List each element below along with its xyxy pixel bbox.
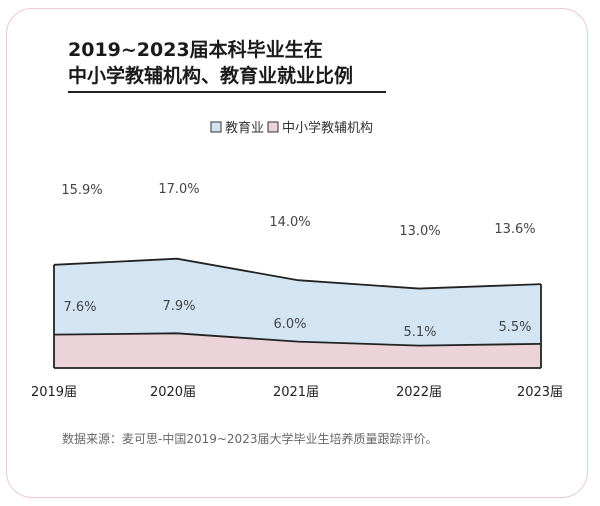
chart-card <box>6 8 588 498</box>
x-tick-label: 2019届 <box>31 385 77 400</box>
value-label-education: 15.9% <box>61 183 102 198</box>
x-axis-ticks: 2019届 2020届 2021届 2022届 2023届 <box>31 385 563 400</box>
chart-areas <box>53 257 542 369</box>
x-tick-label: 2020届 <box>150 385 196 400</box>
area-education <box>54 258 541 346</box>
value-label-education: 13.6% <box>494 222 535 237</box>
value-label-education: 14.0% <box>269 215 310 230</box>
legend-label-tutoring: 中小学教辅机构 <box>282 120 373 136</box>
value-label-tutoring: 7.9% <box>162 299 195 314</box>
value-label-tutoring: 7.6% <box>63 300 96 315</box>
value-label-tutoring: 5.5% <box>498 320 531 335</box>
legend-swatch-education <box>210 121 222 133</box>
legend-label-education: 教育业 <box>225 120 264 136</box>
value-labels: 15.9% 17.0% 14.0% 13.0% 13.6% 7.6% 7.9% 6.0% 5.1… <box>61 182 535 340</box>
line-tutoring-top <box>53 332 542 347</box>
x-tick-label: 2022届 <box>396 385 442 400</box>
data-source-note: 数据来源：麦可思-中国2019~2023届大学毕业生培养质量跟踪评价。 <box>62 432 438 446</box>
value-label-education: 17.0% <box>158 182 199 197</box>
x-tick-label: 2023届 <box>517 385 563 400</box>
value-label-tutoring: 6.0% <box>273 317 306 332</box>
title-underline <box>68 91 386 93</box>
legend-swatch-tutoring <box>267 121 279 133</box>
chart-title-line2: 中小学教辅机构、教育业就业比例 <box>68 65 354 87</box>
legend: 教育业 中小学教辅机构 <box>210 120 373 136</box>
value-label-tutoring: 5.1% <box>403 325 436 340</box>
area-tutoring <box>54 333 541 368</box>
chart-title-line1: 2019~2023届本科毕业生在 <box>68 39 323 61</box>
x-tick-label: 2021届 <box>273 385 319 400</box>
value-label-education: 13.0% <box>399 224 440 239</box>
line-education-top <box>53 257 542 290</box>
